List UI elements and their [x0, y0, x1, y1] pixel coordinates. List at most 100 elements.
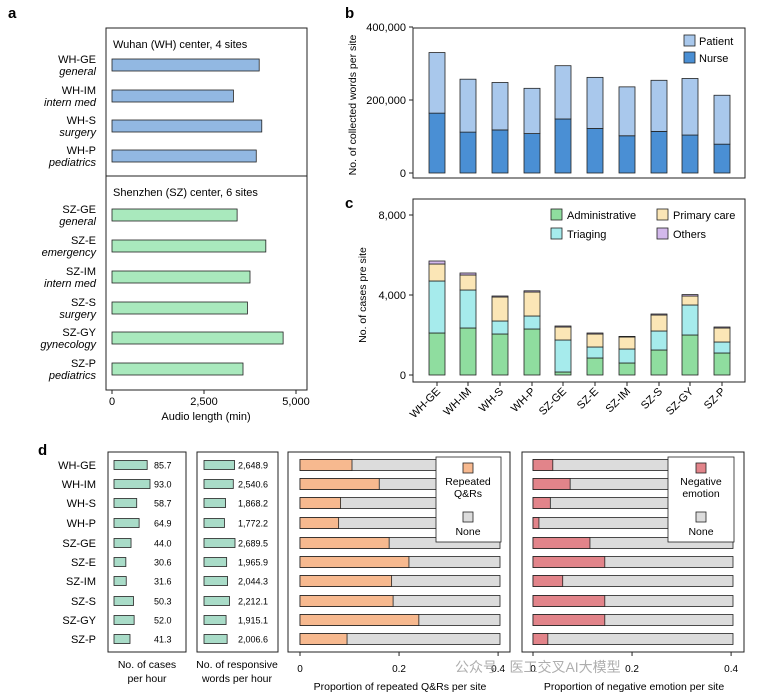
bar-patient-sz-im [618, 86, 636, 137]
value-words-sz-ge: 2,689.5 [238, 539, 268, 549]
legend-label-patient: Patient [699, 36, 733, 48]
site-code-label: SZ-P [71, 358, 96, 370]
shenzhen-group-title: Shenzhen (SZ) center, 6 sites [113, 187, 258, 199]
x-tick-label: SZ-GE [537, 386, 569, 418]
cases-per-hour-frame [107, 451, 187, 653]
x-tick-label: 0.2 [392, 664, 406, 675]
bar-primary-care-sz-e [586, 333, 604, 348]
site-code-label: WH-GE [58, 54, 96, 66]
bar-administrative-sz-im [618, 362, 636, 376]
bar-words-wh-s [203, 498, 226, 508]
panel-c-frame [412, 198, 746, 383]
site-dept-label: pediatrics [48, 370, 97, 382]
site-dept-label: general [59, 216, 96, 228]
bar-patient-sz-ge [554, 65, 572, 120]
responsive-words-bars: 2,648.9 2,540.6 1,868.2 1,772.2 2,689.5 1,965… [203, 460, 268, 645]
bar-cases-wh-s [113, 498, 138, 508]
x-tick-label: 0.4 [724, 664, 738, 675]
negative-bar-sz-p [532, 633, 549, 645]
bar-primary-care-sz-gy [681, 295, 699, 306]
bar-others-wh-s [491, 295, 509, 298]
x-tick-label: SZ-P [702, 386, 728, 412]
row-label-sz-gy: SZ-GY [62, 615, 96, 627]
bar-primary-care-sz-im [618, 336, 636, 350]
negative-none-sz-p [532, 633, 734, 645]
legend-label-administrative: Administrative [567, 210, 636, 222]
negative-bar-sz-gy [532, 614, 606, 626]
row-label-sz-ge: SZ-GE [62, 538, 96, 550]
repeated-bar-wh-p [299, 517, 340, 529]
panel-c-legend: Administrative Primary care Triaging Oth… [550, 208, 735, 241]
bar-words-sz-s [203, 596, 230, 606]
site-code-label: SZ-E [71, 235, 96, 247]
panel-a: Wuhan (WH) center, 4 sites Shenzhen (SZ)… [40, 27, 310, 423]
value-words-sz-e: 1,965.9 [238, 558, 268, 568]
bar-administrative-wh-p [523, 328, 541, 376]
x-tick-label: WH-GE [408, 386, 443, 421]
y-tick-label: 200,000 [366, 95, 406, 107]
row-label-wh-im: WH-IM [62, 479, 96, 491]
repeated-bar-sz-p [299, 633, 348, 645]
bar-audio-sz-s [111, 301, 248, 315]
negative-emotion-legend: Negative emotion None [667, 456, 735, 543]
site-dept-label: intern med [44, 97, 97, 109]
legend-swatch-nurse [683, 51, 696, 64]
site-code-label: WH-S [67, 115, 96, 127]
bar-triaging-sz-e [586, 346, 604, 359]
value-cases-sz-im: 31.6 [154, 577, 172, 587]
value-cases-sz-ge: 44.0 [154, 539, 172, 549]
bar-nurse-sz-e [586, 128, 604, 174]
legend-label-none-negative: None [688, 526, 713, 538]
legend-swatch-triaging [550, 227, 563, 240]
y-tick-label: 4,000 [378, 290, 406, 302]
x-tick-label: 5,000 [282, 396, 310, 408]
bar-cases-sz-p [113, 634, 131, 644]
legend-label-others: Others [673, 229, 707, 241]
value-words-wh-p: 1,772.2 [238, 519, 268, 529]
bar-audio-sz-ge [111, 208, 238, 222]
bar-patient-sz-gy [681, 78, 699, 136]
negative-bar-sz-s [532, 595, 606, 607]
bar-triaging-wh-ge [428, 280, 446, 334]
bar-audio-wh-s [111, 119, 263, 133]
bar-others-sz-s [650, 313, 668, 316]
panel-label-a: a [8, 5, 17, 22]
bar-triaging-sz-im [618, 348, 636, 364]
bar-words-wh-p [203, 518, 225, 528]
legend-label-negative-1: Negative [680, 476, 722, 488]
panel-d-row-labels: WH-GE WH-IM WH-S WH-P SZ-GE SZ-E SZ-IM SZ-S SZ-G… [58, 460, 97, 646]
x-tick-label: 0 [530, 664, 536, 675]
legend-swatch-repeated [462, 462, 474, 474]
repeated-bar-wh-im [299, 478, 380, 490]
value-words-wh-s: 1,868.2 [238, 499, 268, 509]
repeated-bar-wh-s [299, 497, 342, 509]
legend-label-negative-2: emotion [682, 488, 720, 500]
negative-emotion-bars [532, 459, 734, 645]
x-tick-label: SZ-IM [603, 386, 633, 416]
row-label-sz-s: SZ-S [71, 596, 96, 608]
repeated-bar-sz-ge [299, 537, 390, 549]
bar-triaging-wh-im [459, 289, 477, 329]
panel-a-x-axis: 0 2,500 5,000 [109, 390, 310, 408]
bar-primary-care-sz-p [713, 327, 731, 343]
panel-b-ylabel: No. of collected words per site [347, 35, 359, 176]
wuhan-group-title: Wuhan (WH) center, 4 sites [113, 39, 248, 51]
bar-patient-sz-e [586, 76, 604, 129]
legend-swatch-none-negative [695, 511, 707, 523]
bar-administrative-wh-ge [428, 332, 446, 376]
x-tick-label: WH-S [477, 386, 506, 415]
bar-nurse-wh-ge [428, 112, 446, 174]
site-dept-label: surgery [59, 127, 97, 139]
panel-label-d: d [38, 442, 47, 459]
negative-bar-sz-im [532, 575, 564, 587]
bar-patient-wh-s [491, 82, 509, 131]
bar-others-sz-im [618, 335, 636, 338]
responsive-words-frame [196, 451, 279, 653]
bar-audio-sz-im [111, 270, 251, 284]
bar-nurse-sz-s [650, 130, 668, 174]
bar-others-sz-p [713, 326, 731, 329]
x-tick-label: 0 [109, 396, 115, 408]
y-tick-label: 0 [400, 168, 406, 180]
